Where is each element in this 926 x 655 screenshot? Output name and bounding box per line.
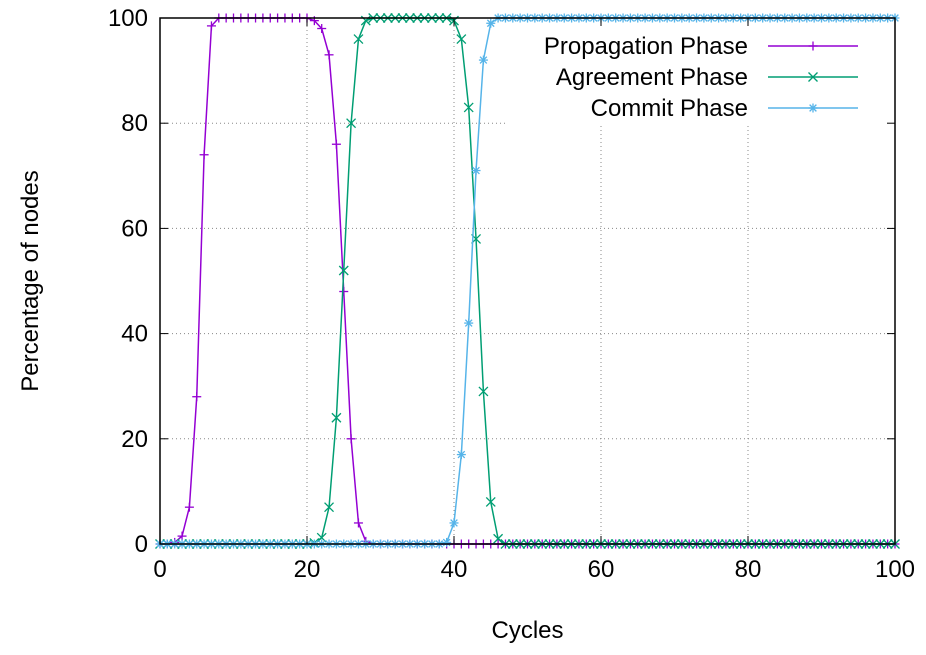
legend-item-propagation-phase: Propagation Phase [544,33,858,60]
x-tick-label: 60 [588,556,615,583]
data-point-agreement-phase [485,496,496,507]
data-point-agreement-phase [353,34,364,44]
data-point-propagation-phase [184,502,194,512]
data-point-propagation-phase [177,531,187,541]
data-point-propagation-phase [339,287,349,297]
legend-item-agreement-phase: Agreement Phase [556,64,858,91]
data-point-agreement-phase [338,265,349,276]
data-point-agreement-phase [493,533,504,544]
data-point-commit-phase [456,450,466,460]
x-axis-title: Cycles [491,617,563,644]
series-line-agreement-phase [160,17,895,545]
data-point-agreement-phase [478,386,489,397]
series-agreement-phase [155,13,900,549]
legend-label-commit-phase: Commit Phase [591,95,748,122]
x-tick-label: 100 [875,556,915,583]
data-point-agreement-phase [463,102,474,113]
series-propagation-phase [155,13,900,549]
legend-label-agreement-phase: Agreement Phase [556,64,748,91]
series-line-commit-phase [160,17,895,545]
data-point-propagation-phase [353,518,363,528]
data-point-propagation-phase [346,434,356,444]
data-point-commit-phase [464,318,474,328]
y-tick-label: 20 [121,426,148,453]
x-tick-label: 20 [294,556,321,583]
y-tick-label: 60 [121,215,148,242]
series-line-propagation-phase [160,17,895,545]
data-point-propagation-phase [192,392,202,402]
legend-item-commit-phase: Commit Phase [591,95,858,122]
series-commit-phase [155,13,900,549]
ticks: 0 20 40 60 80 100 0 20 40 60 80 100 [108,5,915,583]
x-tick-label: 0 [153,556,166,583]
grid [160,18,895,544]
data-point-propagation-phase [331,139,341,149]
y-tick-label: 40 [121,321,148,348]
plot-frame [159,17,896,545]
data-point-commit-phase [471,166,481,176]
data-point-propagation-phase [199,150,209,160]
data-point-agreement-phase [456,34,467,44]
y-tick-label: 80 [121,110,148,137]
legend-marker-propagation-phase [808,41,818,51]
y-tick-label: 0 [135,531,148,558]
y-axis-title: Percentage of nodes [17,170,44,392]
data-point-propagation-phase [324,50,334,60]
x-tick-label: 40 [441,556,468,583]
legend-marker-agreement-phase [808,72,818,82]
legend-label-propagation-phase: Propagation Phase [544,33,748,60]
data-point-agreement-phase [346,118,357,129]
x-tick-label: 80 [735,556,762,583]
data-point-commit-phase [449,518,459,528]
data-point-agreement-phase [331,412,342,423]
data-point-commit-phase [478,55,488,65]
data-point-commit-phase [442,537,452,547]
legend-marker-commit-phase [808,103,818,113]
data-point-propagation-phase [206,21,216,31]
data-point-commit-phase [486,18,496,28]
y-tick-label: 100 [108,5,148,32]
data-point-agreement-phase [324,502,335,513]
series-layer [155,13,900,549]
data-point-propagation-phase [317,24,327,34]
legend: Propagation Phase Agreement Phase Commit P… [544,33,858,122]
